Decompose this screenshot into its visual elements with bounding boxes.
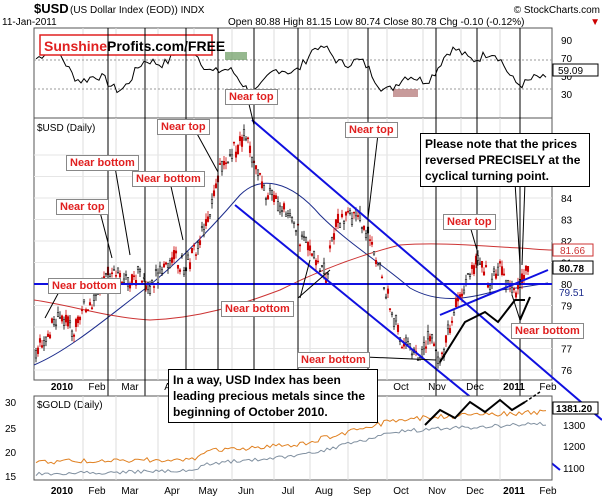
x-tick-label: 2011 xyxy=(503,486,525,497)
rising-trend-line xyxy=(439,269,549,316)
x-tick-label: Jul xyxy=(282,486,295,497)
chg-down-icon: ▼ xyxy=(590,17,600,28)
ma2-value: 79.51 xyxy=(559,288,584,299)
x-tick-label: Feb xyxy=(539,486,557,497)
header-name: (US Dollar Index (EOD)) INDX xyxy=(70,5,205,16)
header-ohlc: Open 80.88 High 81.15 Low 80.74 Close 80… xyxy=(228,17,524,28)
main-tick-label: 84 xyxy=(561,194,573,205)
main-tick-label: 83 xyxy=(561,216,573,227)
callout-pointers xyxy=(44,99,526,396)
rsi-tick-label: 90 xyxy=(561,36,573,47)
main-tick-label: 77 xyxy=(561,345,573,356)
main-tick-label: 79 xyxy=(561,302,573,313)
label-near-bottom-apr: Near bottom xyxy=(132,169,205,187)
cycle-zigzag-line xyxy=(439,299,525,363)
x-tick-label: Nov xyxy=(428,382,446,393)
x-tick-label: Feb xyxy=(88,382,106,393)
rsi-line xyxy=(35,45,547,95)
x-tick-label: Feb xyxy=(539,382,557,393)
label-near-bottom-jul: Near bottom xyxy=(221,299,294,317)
label-near-bottom-nov: Near bottom xyxy=(297,350,370,368)
main-panel-label: $USD (Daily) xyxy=(37,123,95,134)
ma-value-box xyxy=(552,243,594,257)
x-tick-label: 2010 xyxy=(51,486,74,497)
x-tick-label: Nov xyxy=(428,486,446,497)
gold-last-box xyxy=(552,401,599,415)
rsi-value: 59.09 xyxy=(558,66,583,77)
last-price-box xyxy=(552,260,594,275)
main-tick-label: 76 xyxy=(561,366,573,377)
rsi-tick-label: 50 xyxy=(561,72,573,83)
main-tick-label: 80 xyxy=(561,280,573,291)
ma-value: 81.66 xyxy=(560,246,585,257)
x-tick-label: Oct xyxy=(393,382,409,393)
x-tick-label: May xyxy=(199,486,218,497)
header-symbol: $USD xyxy=(34,1,69,16)
gold-left-tick: 30 xyxy=(5,398,17,409)
rsi-tick-label: 70 xyxy=(561,54,573,65)
x-tick-label: Oct xyxy=(393,486,409,497)
x-tick-label: Feb xyxy=(88,486,106,497)
copyright: © StockCharts.com xyxy=(514,5,600,16)
x-tick-label: Mar xyxy=(121,486,139,497)
note-leading: In a way, USD Index has been leading pre… xyxy=(168,369,378,423)
gold-last-price: 1381.20 xyxy=(556,404,593,415)
x-tick-label: 2010 xyxy=(51,382,74,393)
x-tick-label: Apr xyxy=(164,486,180,497)
label-near-top-feb: Near top xyxy=(56,197,109,215)
brand-box xyxy=(39,34,213,56)
x-tick-label: Jun xyxy=(238,486,254,497)
gold-right-tick: 1300 xyxy=(563,421,586,432)
label-near-bottom-feb: Near bottom xyxy=(66,153,139,171)
gold-ratio-line xyxy=(35,421,547,476)
upper-channel-line xyxy=(251,119,602,421)
label-near-bottom-jan2011: Near bottom xyxy=(511,321,584,339)
gold-left-tick: 15 xyxy=(5,472,17,483)
x-tick-label: Dec xyxy=(466,382,484,393)
gold-right-tick: 1100 xyxy=(563,464,585,475)
x-tick-label: Mar xyxy=(121,382,139,393)
gold-zigzag-line xyxy=(424,398,526,426)
brand-logo: SunshineProfits.com/FREE xyxy=(44,38,225,54)
x-tick-label: Dec xyxy=(466,486,484,497)
x-tick-label: Aug xyxy=(315,486,333,497)
gold-price-line xyxy=(35,409,547,465)
last-price: 80.78 xyxy=(559,264,584,275)
label-near-bottom-jan: Near bottom xyxy=(48,276,121,294)
label-near-top-jun: Near top xyxy=(225,87,278,105)
x-tick-label: 2011 xyxy=(503,382,525,393)
gold-panel-label: $GOLD (Daily) xyxy=(37,400,103,411)
rsi-value-box xyxy=(552,63,599,77)
label-near-top-dec: Near top xyxy=(443,212,496,230)
note-reversal: Please note that the prices reversed PRE… xyxy=(420,133,590,187)
gold-left-tick: 20 xyxy=(5,448,17,459)
gold-left-tick: 25 xyxy=(5,424,17,435)
gold-right-tick: 1200 xyxy=(563,442,586,453)
rsi-tick-label: 30 xyxy=(561,90,573,101)
x-tick-label: Sep xyxy=(353,486,371,497)
label-near-top-sep: Near top xyxy=(345,120,398,138)
header-date: 11-Jan-2011 xyxy=(2,17,57,28)
main-tick-label: 82 xyxy=(561,237,573,248)
label-near-top-may: Near top xyxy=(157,117,210,135)
